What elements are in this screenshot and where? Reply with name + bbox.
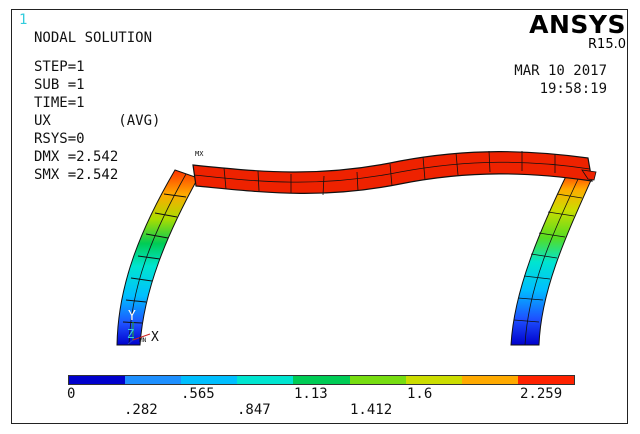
legend-swatch xyxy=(349,376,406,384)
right-column xyxy=(510,171,593,346)
ansys-logo: ANSYS xyxy=(529,10,626,39)
legend-swatch xyxy=(125,376,182,384)
top-beam xyxy=(192,150,597,196)
legend-label: .282 xyxy=(124,402,158,418)
triad-y-label: Y xyxy=(128,309,136,324)
legend-label: 1.6 xyxy=(407,386,433,402)
legend-swatch xyxy=(69,376,126,384)
info-step: STEP=1 xyxy=(34,59,85,75)
info-time: TIME=1 xyxy=(34,95,85,111)
legend-swatch xyxy=(461,376,518,384)
triad-x-label: X xyxy=(151,330,159,345)
info-sub: SUB =1 xyxy=(34,77,85,93)
legend-label: 2.259 xyxy=(520,386,563,402)
legend-label: 0 xyxy=(67,386,76,402)
legend-swatch xyxy=(293,376,350,384)
plot-time: 19:58:19 xyxy=(539,81,607,97)
legend-label: 1.412 xyxy=(350,402,393,418)
min-marker: MN xyxy=(139,337,147,344)
info-rsys: RSYS=0 xyxy=(34,131,85,147)
legend-label: 1.13 xyxy=(294,386,328,402)
plot-date: MAR 10 2017 xyxy=(514,63,607,79)
ansys-revision: R15.0 xyxy=(588,37,626,52)
legend-swatch xyxy=(405,376,462,384)
view-number: 1 xyxy=(19,12,28,28)
info-dmx: DMX =2.542 xyxy=(34,149,119,165)
plot-title: NODAL SOLUTION xyxy=(34,30,153,46)
legend-swatch xyxy=(517,376,574,384)
max-marker: MX xyxy=(195,150,204,158)
viewport-frame xyxy=(11,9,628,424)
coordinate-triad: Y Z X MN xyxy=(127,309,159,345)
legend-color-bar xyxy=(68,375,575,385)
legend-swatch xyxy=(181,376,238,384)
legend-label: .565 xyxy=(181,386,215,402)
info-smx: SMX =2.542 xyxy=(34,167,119,183)
legend-swatch xyxy=(237,376,294,384)
legend-label: .847 xyxy=(237,402,271,418)
info-component: UX (AVG) xyxy=(34,113,161,129)
left-column xyxy=(116,169,199,346)
triad-z-label: Z xyxy=(127,327,134,341)
